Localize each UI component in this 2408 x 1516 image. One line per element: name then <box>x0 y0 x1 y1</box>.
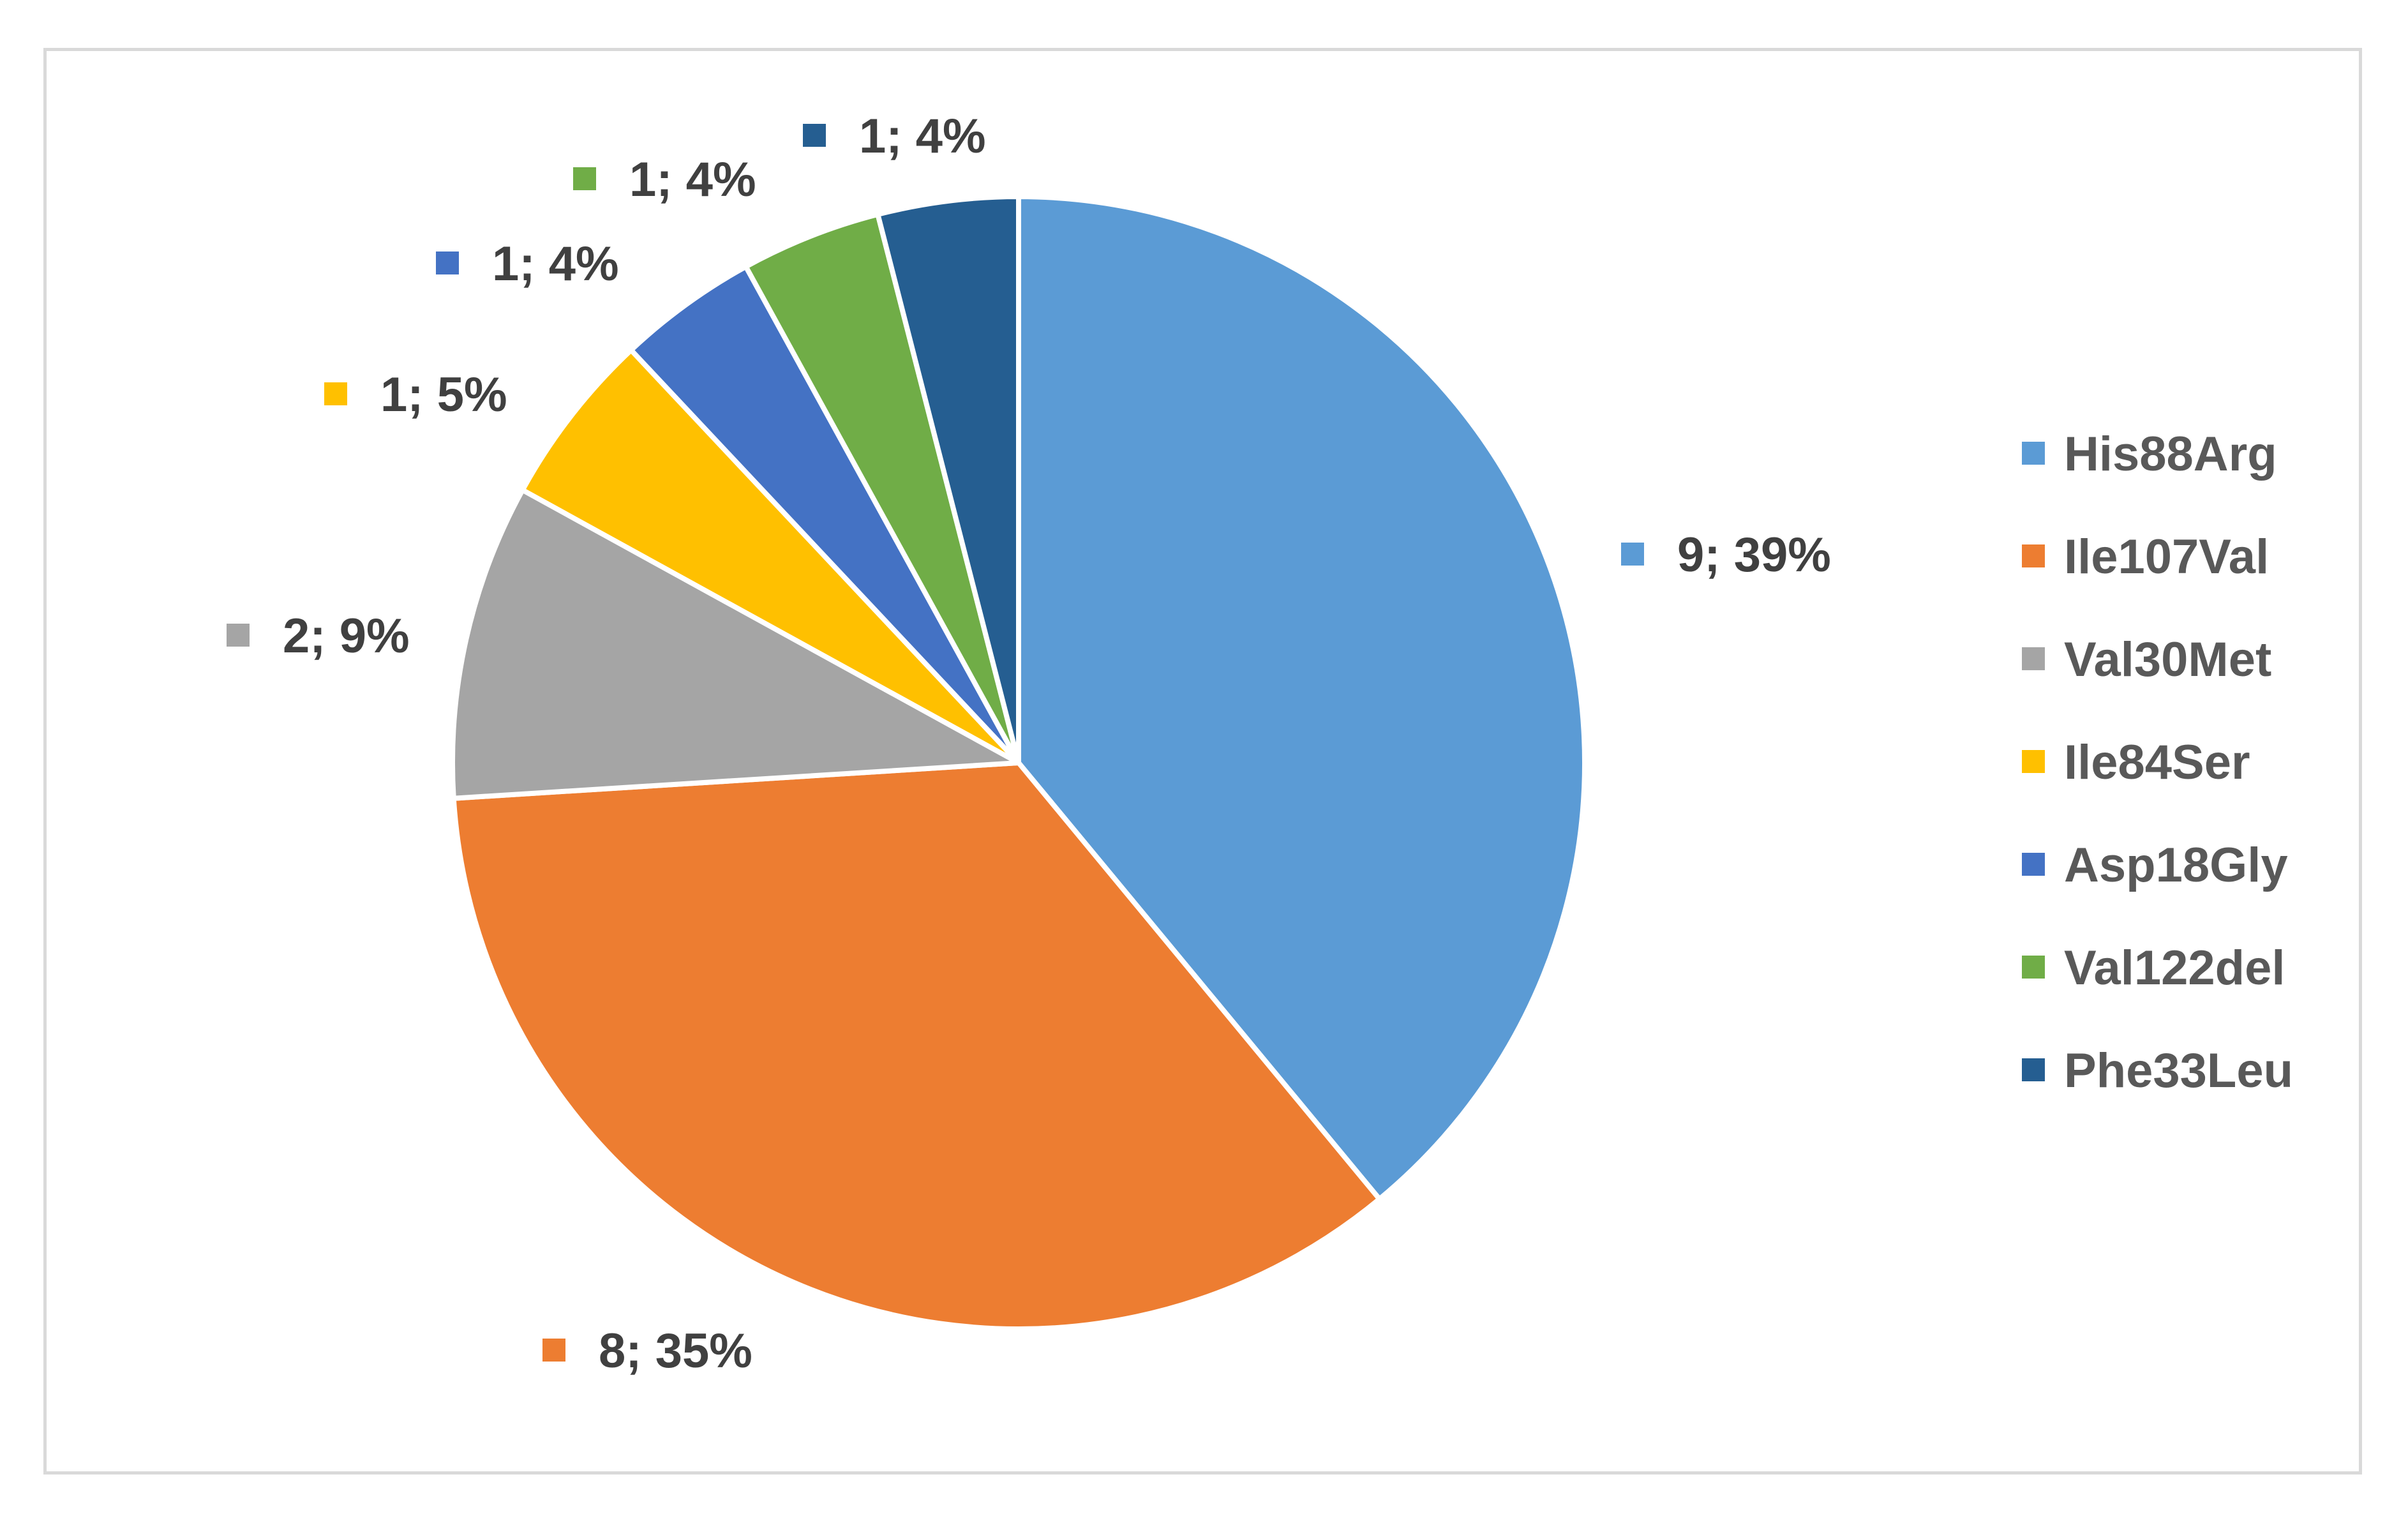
legend-swatch <box>2022 544 2045 567</box>
legend-label: Ile84Ser <box>2064 735 2250 790</box>
data-label-text: 1; 5% <box>380 368 507 422</box>
data-label-text: 1; 4% <box>859 109 986 163</box>
data-labels: 9; 39%8; 35%2; 9%1; 5%1; 4%1; 4%1; 4% <box>227 109 1831 1378</box>
pie-slice-val122del <box>743 211 1021 765</box>
legend-swatch <box>2022 647 2045 670</box>
data-label-marker <box>227 624 250 647</box>
legend-label: Ile107Val <box>2064 530 2269 584</box>
legend-label: Asp18Gly <box>2064 838 2288 892</box>
legend-swatch <box>2022 956 2045 979</box>
data-label-marker <box>803 124 826 147</box>
legend: His88Arg Ile107Val Val30Met Ile84Ser Asp18Gl… <box>2022 427 2293 1098</box>
data-label-phe33leu: 1; 4% <box>803 109 986 163</box>
data-label-text: 2; 9% <box>283 609 410 663</box>
pie-slice-ile84ser <box>520 347 1021 765</box>
data-label-text: 1; 4% <box>629 153 756 207</box>
legend-item-ile107val: Ile107Val <box>2022 530 2269 584</box>
data-label-text: 9; 39% <box>1677 528 1831 582</box>
legend-item-val30met: Val30Met <box>2022 633 2271 687</box>
pie-slice-ile107val <box>451 760 1382 1332</box>
data-label-ile107val: 8; 35% <box>542 1324 752 1378</box>
data-label-marker <box>1621 543 1644 566</box>
legend-swatch <box>2022 1058 2045 1081</box>
pie-slice-asp18gly <box>628 264 1021 765</box>
pie-slice-his88arg <box>1016 194 1587 1202</box>
legend-item-his88arg: His88Arg <box>2022 427 2277 481</box>
legend-item-asp18gly: Asp18Gly <box>2022 838 2288 892</box>
legend-label: Val122del <box>2064 941 2285 995</box>
data-label-marker <box>324 382 347 405</box>
legend-label: His88Arg <box>2064 427 2277 481</box>
legend-swatch <box>2022 442 2045 465</box>
data-label-marker <box>573 167 596 190</box>
data-label-val122del: 1; 4% <box>573 153 756 207</box>
legend-item-phe33leu: Phe33Leu <box>2022 1044 2293 1098</box>
legend-item-ile84ser: Ile84Ser <box>2022 735 2250 790</box>
legend-label: Val30Met <box>2064 633 2271 687</box>
legend-label: Phe33Leu <box>2064 1044 2293 1098</box>
data-label-asp18gly: 1; 4% <box>436 237 619 291</box>
pie-slice-val30met <box>450 487 1021 801</box>
pie-slice-phe33leu <box>875 194 1021 765</box>
legend-swatch <box>2022 750 2045 773</box>
data-label-text: 8; 35% <box>599 1324 752 1378</box>
legend-item-val122del: Val122del <box>2022 941 2285 995</box>
data-label-text: 1; 4% <box>492 237 619 291</box>
data-label-marker <box>436 251 459 274</box>
data-label-marker <box>542 1339 565 1362</box>
legend-swatch <box>2022 853 2045 876</box>
data-label-his88arg: 9; 39% <box>1621 528 1831 582</box>
data-label-val30met: 2; 9% <box>227 609 410 663</box>
pie-slices <box>450 194 1587 1332</box>
data-label-ile84ser: 1; 5% <box>324 368 507 422</box>
